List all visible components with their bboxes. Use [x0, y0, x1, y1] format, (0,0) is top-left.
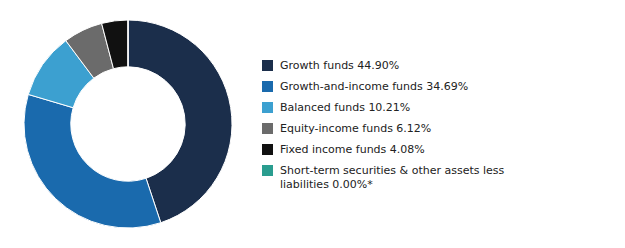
legend-swatch: [262, 102, 273, 113]
legend-swatch: [262, 165, 273, 176]
chart: Growth funds 44.90% Growth-and-income fun…: [0, 0, 625, 248]
slice: [102, 20, 128, 69]
legend-item: Balanced funds 10.21%: [262, 101, 410, 114]
slices: [24, 20, 232, 228]
legend-swatch: [262, 81, 273, 92]
legend-label: Short-term securities & other assets les…: [280, 164, 505, 191]
legend-label: Growth-and-income funds 34.69%: [280, 80, 468, 93]
legend-label: Growth funds 44.90%: [280, 59, 399, 72]
legend-label: Balanced funds 10.21%: [280, 101, 410, 114]
legend-swatch: [262, 123, 273, 134]
legend-item: Growth funds 44.90%: [262, 59, 399, 72]
legend-swatch: [262, 144, 273, 155]
legend-item: Equity-income funds 6.12%: [262, 122, 431, 135]
slice: [127, 20, 128, 67]
slice: [24, 94, 161, 228]
legend-item: Growth-and-income funds 34.69%: [262, 80, 468, 93]
legend-label: Fixed income funds 4.08%: [280, 143, 425, 156]
legend-label: Equity-income funds 6.12%: [280, 122, 431, 135]
legend-swatch: [262, 60, 273, 71]
legend-item: Fixed income funds 4.08%: [262, 143, 425, 156]
legend-item: Short-term securities & other assets les…: [262, 164, 505, 191]
legend: Growth funds 44.90% Growth-and-income fun…: [262, 59, 505, 191]
